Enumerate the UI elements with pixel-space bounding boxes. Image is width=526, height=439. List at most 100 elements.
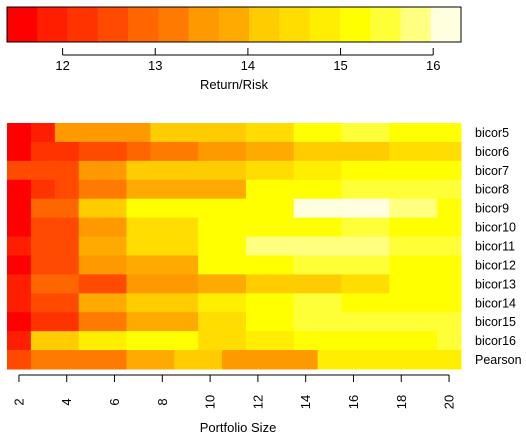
heatmap-cell [317,331,343,351]
heatmap-cell [174,217,199,238]
colorbar-swatch [97,7,129,42]
heatmap-cell [341,217,366,238]
heatmap-cell [317,160,343,181]
heatmap-cell [245,236,271,256]
heatmap-cell [126,293,151,313]
row-label: bicor7 [475,164,509,178]
heatmap-cell [341,179,366,200]
colorbar [7,7,462,42]
heatmap-cell [30,274,56,294]
x-tick-label: 14 [298,395,313,409]
heatmap-cell [413,293,438,313]
heatmap-cell [341,123,366,143]
heatmap-cell [437,198,462,219]
heatmap-cell [102,274,127,294]
heatmap-cell [7,274,32,294]
heatmap-cell [222,179,247,200]
heatmap-cell [437,160,462,181]
heatmap-cell [174,255,199,275]
heatmap-cell [150,198,175,219]
heatmap-cell [389,198,414,219]
heatmap-cell [174,179,199,200]
heatmap-cell [150,236,175,256]
heatmap-cell [222,312,247,332]
heatmap-cell [102,160,127,181]
x-axis: 2 4 6 8 10 12 14 16 18 20 [11,374,457,409]
x-tick-label: 2 [11,398,26,405]
heatmap-cell [174,312,199,332]
heatmap-cell [293,312,319,332]
heatmap-cell [54,350,80,370]
heatmap-cell [437,331,462,351]
colorbar-swatch [370,7,401,42]
heatmap-cell [102,236,127,256]
heatmap-cell [222,293,247,313]
heatmap-cell [437,274,462,294]
colorbar-swatch [7,7,38,42]
heatmap-cell [222,331,247,351]
heatmap-cell [365,236,390,256]
heatmap-cell [78,198,104,219]
heatmap-cell [30,293,56,313]
heatmap-cell [245,274,271,294]
heatmap-cell [7,123,32,143]
heatmap-cell [102,331,127,351]
heatmap-cell [78,255,104,275]
heatmap-cell [126,274,151,294]
row-label: bicor12 [475,258,516,272]
x-tick-label: 18 [394,395,409,409]
heatmap-cell [293,331,319,351]
heatmap-cell [54,274,80,294]
heatmap-cell [126,350,151,370]
heatmap-cell [293,236,319,256]
heatmap-cell [102,255,127,275]
heatmap-cell [245,198,271,219]
heatmap-cell [293,179,319,200]
heatmap-cell [102,179,127,200]
heatmap-cell [54,160,80,181]
heatmap-cell [317,255,343,275]
heatmap-cell [269,331,295,351]
heatmap-cell [102,293,127,313]
colorbar-axis-label: Return/Risk [200,77,268,92]
row-label: bicor11 [475,240,515,254]
heatmap-cell [126,179,151,200]
heatmap-cell [245,141,271,162]
heatmap-cell [269,236,295,256]
heatmap-cell [413,331,438,351]
heatmap-cell [413,312,438,332]
heatmap-cell [437,312,462,332]
heatmap-cell [365,293,390,313]
heatmap-cell [30,123,56,143]
colorbar-swatch [67,7,99,42]
heatmap-cell [54,255,80,275]
heatmap-cell [365,141,390,162]
heatmap-cell [245,312,271,332]
row-labels: bicor5 bicor6 bicor7 bicor8 bicor9 bicor10 bic… [475,126,522,367]
heatmap-cell [437,255,462,275]
heatmap-cell [365,331,390,351]
heatmap-cell [293,350,319,370]
heatmap-cell [413,255,438,275]
colorbar-swatch [339,7,371,42]
heatmap-cell [222,236,247,256]
heatmap-cell [150,331,175,351]
heatmap-cell [317,236,343,256]
heatmap-cell [30,198,56,219]
colorbar-swatch [37,7,69,42]
heatmap-cell [78,217,104,238]
heatmap-cell [222,274,247,294]
heatmap-cell [341,350,366,370]
x-tick-label: 8 [155,398,170,405]
heatmap-cell [413,217,438,238]
heatmap-cell [7,293,32,313]
heatmap-cell [150,293,175,313]
heatmap-cell [78,293,104,313]
heatmap-cell [174,350,199,370]
heatmap-cell [222,141,247,162]
colorbar-swatch [249,7,280,42]
heatmap-cell [102,350,127,370]
x-tick-label: 20 [442,395,457,409]
heatmap-cell [222,217,247,238]
heatmap-cell [437,123,462,143]
